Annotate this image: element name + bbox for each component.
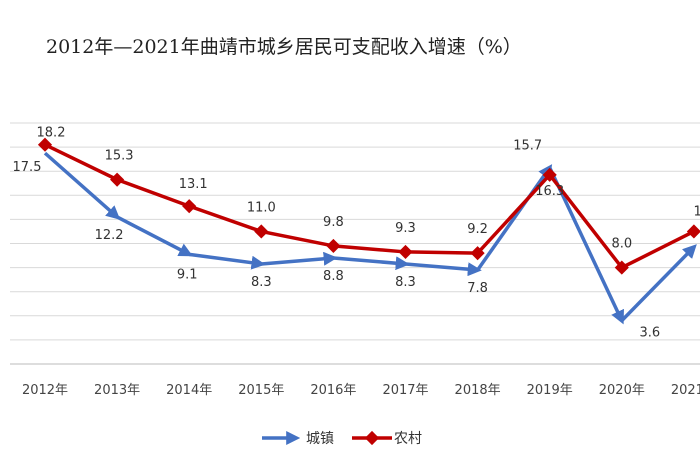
rural-data-label: 11.0	[247, 200, 276, 215]
rural-data-label: 16.3	[535, 184, 564, 199]
urban-data-label: 7.8	[467, 281, 488, 296]
rural-data-label: 8.0	[611, 237, 632, 252]
urban-data-label: 8.8	[323, 269, 344, 284]
urban-segment	[405, 262, 482, 277]
rural-data-label: 9.3	[395, 221, 416, 236]
rural-point	[398, 244, 413, 260]
urban-data-label: 9.1	[177, 267, 198, 282]
rural-data-label: 15.3	[105, 149, 134, 164]
urban-segment	[476, 164, 553, 272]
rural-data-label: 9.2	[467, 222, 488, 237]
chart-title: 2012年—2021年曲靖市城乡居民可支配收入增速（%）	[46, 36, 522, 58]
rural-point	[254, 224, 269, 239]
urban-segment	[333, 256, 410, 271]
x-tick-label: 2020年	[599, 383, 645, 398]
rural-point	[542, 167, 557, 182]
x-tick-label: 2012年	[22, 383, 68, 398]
urban-segment	[261, 251, 338, 266]
legend-urban-label: 城镇	[306, 431, 334, 447]
x-tick-label: 2015年	[238, 383, 284, 398]
legend-rural-label: 农村	[394, 431, 422, 447]
urban-segment	[188, 252, 266, 270]
x-tick-label: 2016年	[310, 383, 356, 398]
rural-line	[44, 143, 695, 270]
rural-point	[614, 260, 629, 275]
x-tick-label: 2017年	[382, 383, 428, 398]
urban-segment	[116, 215, 193, 257]
urban-segment	[43, 151, 121, 220]
x-tick-label: 2021年	[671, 383, 700, 398]
rural-data-label: 11.	[694, 204, 700, 219]
rural-data-label: 18.2	[37, 126, 66, 141]
rural-point	[182, 199, 197, 214]
rural-point	[470, 246, 485, 261]
x-tick-label: 2013年	[94, 383, 140, 398]
x-tick-label: 2014年	[166, 383, 212, 398]
urban-data-label: 8.3	[395, 275, 416, 290]
urban-segment	[620, 244, 697, 322]
rural-point	[686, 224, 700, 239]
rural-data-label: 9.8	[323, 215, 344, 230]
rural-data-label: 13.1	[179, 177, 208, 192]
rural-point	[110, 172, 125, 187]
x-tick-label: 2018年	[455, 383, 501, 398]
urban-data-label: 17.5	[13, 160, 42, 175]
x-tick-label: 2019年	[527, 383, 573, 398]
rural-point	[326, 238, 341, 253]
legend-rural-marker	[364, 430, 380, 446]
urban-data-label: 8.3	[251, 275, 272, 290]
urban-data-label: 3.6	[639, 326, 660, 341]
urban-data-label: 15.7	[513, 139, 542, 154]
urban-data-label: 12.2	[95, 228, 124, 243]
